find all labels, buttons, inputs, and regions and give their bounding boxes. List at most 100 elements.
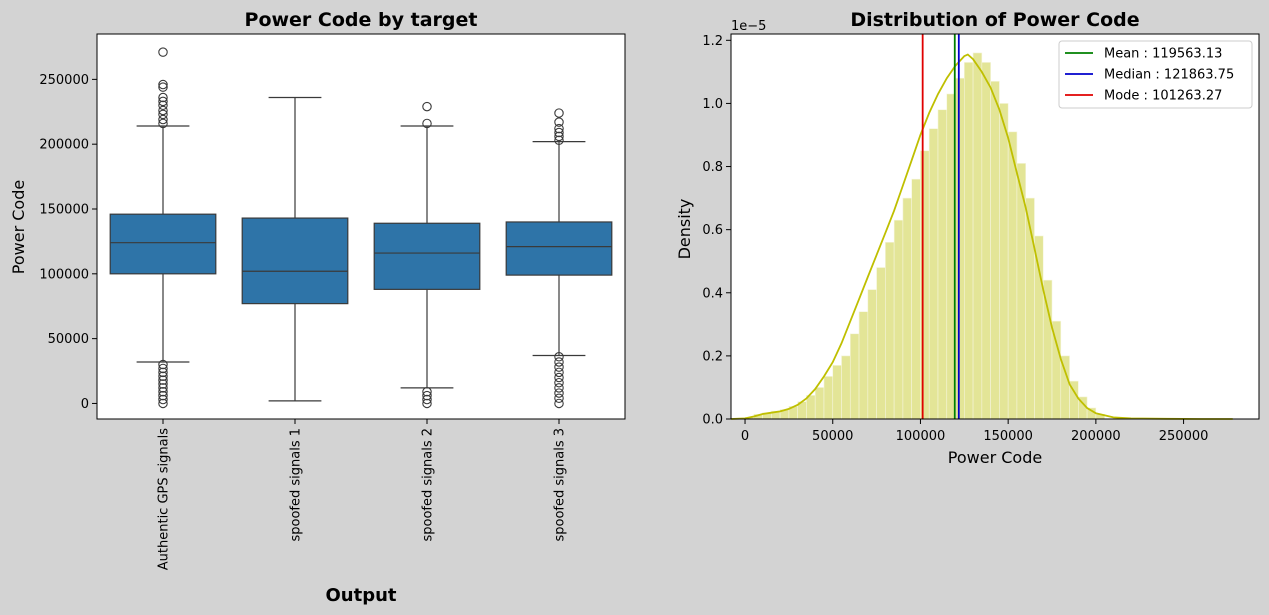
histogram-y-scale-label: 1e−5 (731, 19, 766, 34)
x-tick-label: spoofed signals 1 (289, 428, 304, 542)
outlier-point (554, 357, 564, 367)
outlier-point (554, 377, 564, 388)
x-tick-label: 200000 (1071, 429, 1121, 444)
outlier-point (158, 92, 168, 103)
outlier-point (554, 393, 564, 404)
outlier-point (554, 117, 564, 127)
outlier-point (554, 388, 564, 398)
histogram-bar (885, 241, 895, 420)
outlier-point (554, 352, 564, 362)
outlier-point (554, 123, 564, 134)
histogram-frame (730, 33, 1260, 420)
y-tick-label: 200000 (39, 138, 89, 153)
histogram-bar (1034, 235, 1044, 420)
outlier-point (158, 105, 168, 116)
boxplot-content (109, 47, 613, 409)
outlier-point (158, 96, 168, 107)
histogram-bar (920, 150, 930, 420)
outlier-point (158, 394, 168, 405)
outlier-point (422, 390, 432, 401)
y-tick-label: 1.2 (702, 34, 723, 49)
outlier-point (158, 114, 168, 125)
y-tick-label: 0.8 (702, 160, 723, 175)
box-iqr (241, 217, 349, 305)
histogram-bar (1007, 131, 1018, 420)
outlier-point (158, 383, 168, 393)
x-tick-label: spoofed signals 3 (553, 428, 568, 542)
box-2 (241, 96, 349, 402)
outlier-point (158, 398, 168, 409)
outlier-point (554, 362, 564, 372)
outlier-point (554, 108, 564, 118)
histogram-bar (1051, 320, 1062, 420)
outlier-point (422, 387, 432, 397)
histogram-title: Distribution of Power Code (850, 9, 1139, 31)
box-3 (373, 101, 481, 409)
boxplot-panel: Power Code by target 0 50000 100000 150000 2… (9, 9, 626, 606)
outlier-point (158, 100, 168, 111)
x-tick-label: 150000 (983, 429, 1033, 444)
histogram-bar (964, 62, 974, 420)
x-tick-label: Authentic GPS signals (157, 428, 172, 570)
outlier-point (554, 131, 564, 142)
y-tick-label: 1.0 (702, 97, 723, 112)
outlier-point (554, 367, 564, 378)
outlier-point (554, 135, 564, 146)
outlier-point (554, 127, 564, 138)
y-tick-label: 0.2 (702, 349, 723, 364)
outlier-point (158, 79, 168, 90)
histogram-bar (832, 365, 842, 420)
box-iqr (109, 213, 217, 275)
boxplot-x-ticks: Authentic GPS signals spoofed signals 1 sp… (157, 419, 568, 570)
histogram-bar (814, 387, 825, 420)
outlier-point (158, 109, 168, 120)
histogram-bar (858, 311, 869, 420)
outlier-point (158, 359, 168, 370)
histogram-bar (893, 219, 904, 420)
histogram-bar (981, 62, 991, 420)
outlier-point (554, 372, 564, 383)
y-tick-label: 100000 (39, 267, 89, 282)
x-tick-label: 0 (741, 429, 749, 444)
histogram-bar (902, 197, 912, 420)
legend-box (1058, 40, 1253, 109)
histogram-bar (806, 395, 816, 420)
outlier-point (554, 398, 564, 409)
boxplot-title: Power Code by target (245, 9, 478, 31)
legend-label-mean: Mean : 119563.13 (1104, 47, 1222, 62)
boxplot-y-ticks: 0 50000 100000 150000 200000 250000 (39, 73, 97, 412)
box-4 (505, 108, 613, 409)
outlier-point (158, 379, 168, 389)
histogram-bar (823, 376, 834, 420)
histogram-bar (841, 355, 851, 420)
y-tick-label: 0.0 (702, 413, 723, 428)
outlier-point (422, 394, 432, 405)
outlier-point (158, 82, 168, 92)
outlier-point (422, 398, 432, 409)
histogram-legend: Mean : 119563.13 Median : 121863.75 Mode :… (1058, 40, 1253, 109)
y-tick-label: 0.4 (702, 286, 723, 301)
outlier-point (158, 363, 168, 374)
box-1 (109, 47, 217, 409)
outlier-point (158, 367, 168, 378)
x-tick-label: 50000 (812, 429, 853, 444)
histogram-bar (937, 109, 948, 420)
outlier-point (158, 390, 168, 401)
histogram-bar (928, 128, 939, 420)
outlier-point (158, 387, 168, 397)
histogram-bar (955, 77, 965, 420)
box-iqr (505, 221, 613, 276)
histogram-panel: Distribution of Power Code 0.00.20.40.60… (675, 9, 1260, 467)
outlier-point (158, 47, 168, 57)
x-tick-label: 250000 (1159, 429, 1209, 444)
y-tick-label: 50000 (48, 332, 89, 347)
histogram-x-axis-label: Power Code (948, 448, 1042, 467)
histogram-y-ticks: 0.0 0.2 0.4 0.6 0.8 1.0 1.2 (702, 34, 731, 428)
outlier-point (158, 371, 168, 381)
outlier-point (422, 101, 432, 112)
box-iqr (373, 222, 481, 290)
histogram-bar (999, 103, 1009, 420)
outlier-point (158, 375, 168, 385)
histogram-bar (1042, 279, 1053, 420)
